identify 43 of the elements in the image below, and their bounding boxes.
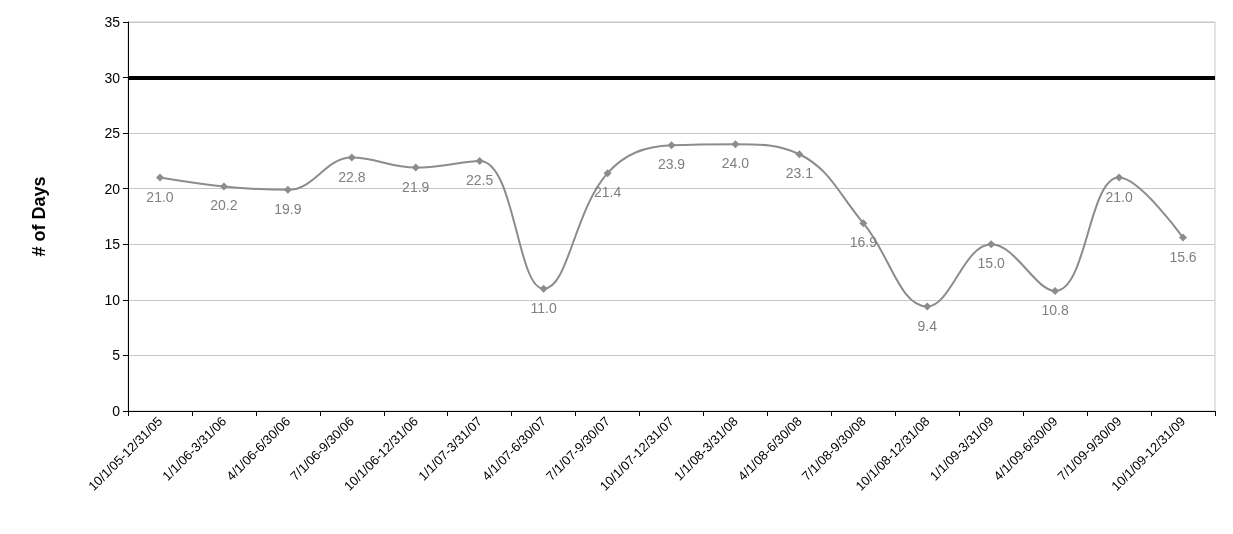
point [539, 284, 548, 293]
y-tick-label: 5 [112, 347, 121, 364]
y-tick-label: 10 [104, 291, 121, 308]
point [603, 169, 612, 178]
data-label: 9.4 [917, 317, 938, 334]
point [987, 240, 996, 249]
data-label: 21.9 [402, 178, 430, 195]
point [859, 219, 868, 228]
data-label: 21.4 [593, 184, 622, 201]
y-axis-title: # of Days [29, 176, 49, 257]
point [923, 302, 932, 311]
point [347, 153, 356, 162]
point [475, 156, 484, 165]
data-label: 19.9 [274, 200, 302, 217]
point [731, 140, 740, 149]
point [283, 185, 292, 194]
point [1115, 173, 1124, 182]
point [1179, 233, 1188, 242]
y-tick-label: 15 [104, 236, 121, 253]
data-label: 11.0 [530, 299, 557, 316]
point [795, 150, 804, 159]
y-tick-label: 0 [112, 403, 121, 419]
point [1051, 286, 1060, 295]
y-tick-label: 30 [104, 69, 121, 86]
data-label: 22.5 [466, 171, 494, 188]
data-label: 16.9 [849, 234, 878, 251]
data-label: 21.0 [146, 188, 174, 205]
point [155, 173, 164, 182]
y-tick-label: 25 [104, 125, 121, 142]
point [667, 141, 676, 150]
y-tick-label: 35 [104, 14, 121, 30]
data-label: 15.6 [1169, 248, 1197, 265]
data-label: 10.8 [1041, 301, 1069, 318]
y-tick-label: 20 [104, 180, 121, 197]
data-label: 21.0 [1105, 188, 1133, 205]
point [411, 163, 420, 172]
data-label: 20.2 [210, 197, 238, 214]
data-label: 22.8 [338, 168, 366, 185]
data-label: 15.0 [977, 255, 1006, 272]
data-label: 24.0 [721, 155, 750, 172]
data-label: 23.1 [785, 165, 814, 182]
data-label: 23.9 [657, 156, 686, 173]
point [219, 182, 228, 191]
